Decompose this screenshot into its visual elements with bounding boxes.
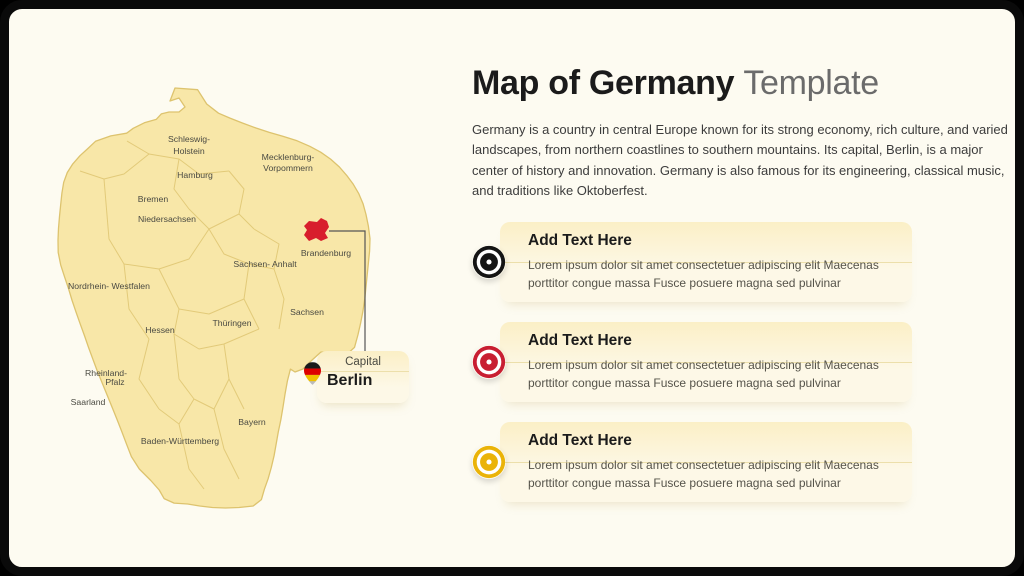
svg-text:Nordrhein- Westfalen: Nordrhein- Westfalen [68, 281, 150, 291]
svg-text:Pfalz: Pfalz [105, 377, 124, 387]
svg-text:Mecklenburg-: Mecklenburg- [262, 152, 315, 162]
svg-text:Holstein: Holstein [173, 146, 205, 156]
svg-text:Vorpommern: Vorpommern [263, 163, 313, 173]
svg-text:Hamburg: Hamburg [177, 170, 213, 180]
svg-text:Bremen: Bremen [138, 194, 169, 204]
svg-text:Saarland: Saarland [71, 397, 106, 407]
svg-text:Sachsen: Sachsen [290, 307, 324, 317]
svg-text:Thüringen: Thüringen [212, 318, 251, 328]
svg-text:Bayern: Bayern [238, 417, 266, 427]
svg-text:Niedersachsen: Niedersachsen [138, 214, 196, 224]
svg-text:Brandenburg: Brandenburg [301, 248, 351, 258]
svg-text:Schleswig-: Schleswig- [168, 134, 210, 144]
svg-text:Hessen: Hessen [145, 325, 175, 335]
svg-text:Baden-Württemberg: Baden-Württemberg [141, 436, 219, 446]
svg-text:Sachsen- Anhalt: Sachsen- Anhalt [233, 259, 297, 269]
